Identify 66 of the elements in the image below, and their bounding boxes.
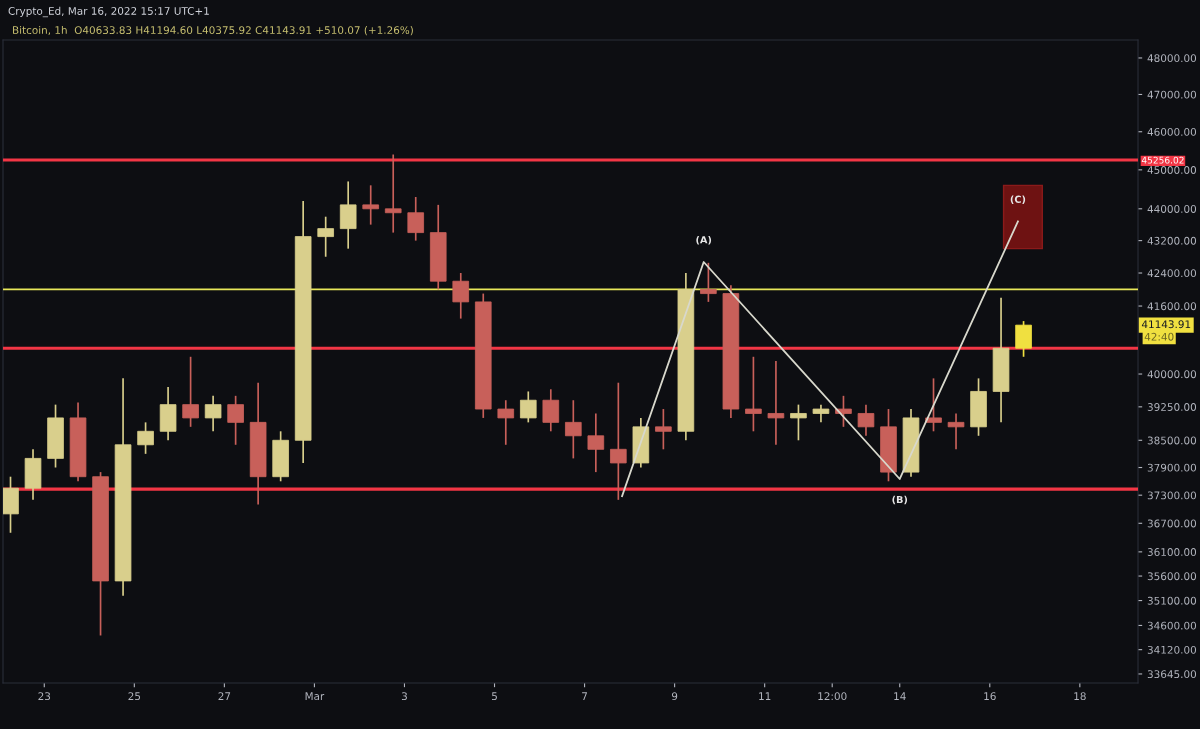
x-tick-label: 14 — [894, 692, 906, 700]
y-tick-label: 33645.00 — [1147, 670, 1197, 679]
text: 41143.91 — [1141, 320, 1191, 329]
y-tick-label: 35600.00 — [1147, 572, 1197, 581]
y-tick-label: 48000.00 — [1147, 54, 1197, 63]
candlestick — [182, 355, 199, 428]
y-tick-label: 43200.00 — [1147, 236, 1197, 245]
candlestick — [700, 261, 717, 303]
candlestick — [587, 412, 605, 473]
candlestick — [790, 403, 807, 442]
y-tick-label: 36700.00 — [1147, 519, 1197, 528]
candlestick — [767, 360, 785, 446]
annotation: (B) — [892, 495, 908, 505]
candlestick — [407, 196, 425, 242]
x-tick-label: 11 — [759, 692, 771, 700]
x-tick-label: 3 — [401, 692, 407, 701]
x-tick-label: 7 — [582, 692, 587, 700]
y-tick-label: 38500.00 — [1147, 436, 1197, 445]
candlestick — [227, 394, 244, 446]
x-tick-label: 5 — [492, 692, 497, 701]
y-tick-label: 42400.00 — [1147, 269, 1197, 278]
chart-subtitle: Bitcoin, 1h O40633.83 H41194.60 L40375.92 C41143.91 +510.07 (+1.26%) — [13, 25, 413, 36]
candlestick — [565, 399, 582, 460]
y-tick-label: 37300.00 — [1147, 491, 1197, 500]
candlestick — [384, 153, 402, 234]
candlestick — [947, 412, 965, 451]
text: 42:40 — [1144, 332, 1174, 341]
y-tick-label: 44000.00 — [1147, 205, 1197, 213]
y-tick-label: 45000.00 — [1147, 166, 1197, 174]
y-tick-label: 47000.00 — [1147, 90, 1197, 99]
candlestick — [519, 390, 537, 424]
y-tick-label: 39250.00 — [1147, 403, 1197, 411]
x-tick-label: Mar — [305, 692, 325, 701]
chart-title: Crypto_Ed, Mar 16, 2022 15:17 UTC+1 — [8, 6, 209, 18]
candlestick — [339, 180, 357, 250]
candlestick — [857, 403, 875, 437]
candlestick — [317, 215, 334, 258]
ref-line-label: 45256.02 — [1141, 156, 1184, 164]
x-tick-label: 25 — [128, 692, 141, 701]
x-tick-label: 16 — [984, 692, 996, 701]
candlestick — [745, 355, 762, 433]
x-tick-label: 12:00 — [818, 692, 847, 701]
candlestick — [1015, 320, 1032, 358]
x-tick-label: 18 — [1074, 692, 1086, 701]
y-tick-label: 41600.00 — [1147, 302, 1197, 311]
annotation: (A) — [696, 235, 712, 245]
candlestick — [610, 381, 627, 501]
candlestick — [452, 272, 470, 320]
x-tick-label: 23 — [38, 692, 51, 701]
y-tick-label: 37900.00 — [1147, 463, 1197, 472]
y-tick-label: 36100.00 — [1147, 548, 1197, 556]
y-tick-label: 34600.00 — [1147, 621, 1197, 630]
y-tick-label: 35100.00 — [1147, 596, 1197, 605]
y-tick-label: 40000.00 — [1147, 370, 1197, 379]
x-tick-label: 9 — [671, 692, 678, 701]
candlestick — [204, 394, 222, 433]
candlestick — [925, 377, 942, 433]
x-tick-label: 27 — [218, 692, 231, 700]
candlestick — [542, 388, 560, 433]
candlestick — [137, 421, 154, 455]
annotation: (C) — [1010, 195, 1026, 205]
candlestick — [362, 184, 379, 226]
y-tick-label: 34120.00 — [1147, 645, 1197, 654]
candlestick — [497, 399, 515, 446]
candlestick — [655, 408, 672, 451]
y-tick-label: 46000.00 — [1147, 127, 1197, 136]
